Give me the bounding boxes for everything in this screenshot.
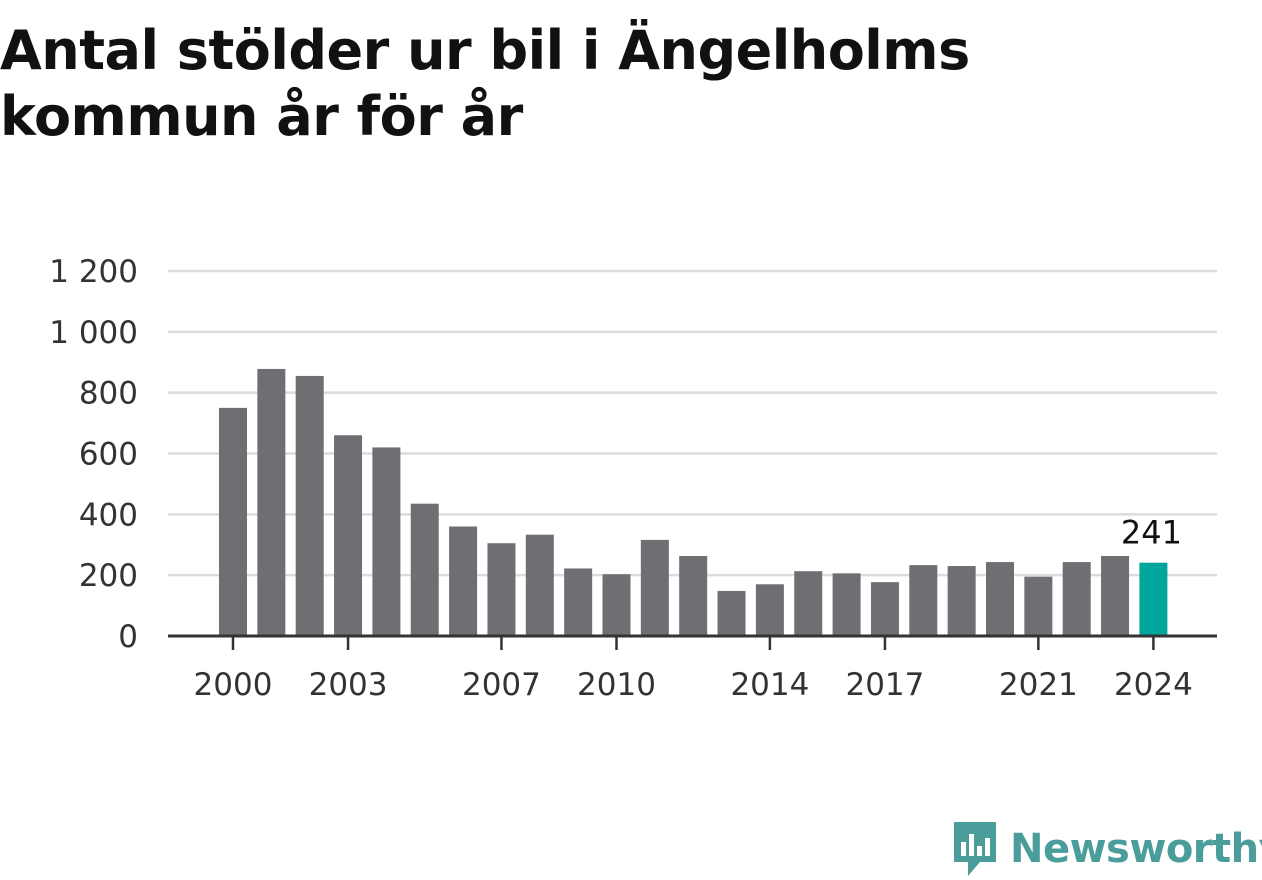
x-tick-label: 2024 bbox=[1114, 667, 1193, 703]
x-tick-label: 2010 bbox=[577, 667, 656, 703]
bar bbox=[334, 435, 363, 636]
bar bbox=[986, 562, 1014, 636]
x-tick-label: 2003 bbox=[309, 667, 388, 703]
y-tick-label: 200 bbox=[79, 558, 138, 594]
labels: 0 200 400 600 800 1 000 1 200 2000 2003 2007 2010 2… bbox=[49, 254, 1193, 703]
x-tick-label: 2017 bbox=[845, 667, 924, 703]
y-tick-label: 600 bbox=[79, 437, 138, 473]
bar bbox=[219, 407, 247, 636]
y-tick-label: 0 bbox=[118, 619, 138, 655]
bar bbox=[449, 526, 478, 636]
bar bbox=[755, 584, 784, 636]
x-tick-label: 2000 bbox=[194, 667, 273, 703]
bar bbox=[295, 375, 324, 636]
y-tick-label: 1 200 bbox=[49, 254, 138, 290]
bar bbox=[832, 573, 861, 636]
bar bbox=[640, 539, 669, 636]
bar bbox=[1101, 556, 1130, 636]
x-tick-label: 2014 bbox=[730, 667, 809, 703]
bar bbox=[372, 447, 401, 636]
bar bbox=[947, 566, 976, 636]
x-tick-label: 2021 bbox=[999, 667, 1078, 703]
x-tick-label: 2007 bbox=[462, 667, 541, 703]
bar bbox=[1062, 562, 1091, 636]
bar bbox=[794, 571, 823, 636]
gridlines bbox=[168, 269, 1217, 577]
brand-name: Newsworthy bbox=[1010, 826, 1262, 872]
data-label: 241 bbox=[1121, 514, 1182, 552]
bar bbox=[909, 565, 938, 636]
bar bbox=[564, 568, 593, 636]
y-tick-label: 1 000 bbox=[49, 315, 138, 351]
y-tick-label: 800 bbox=[79, 376, 138, 412]
bar bbox=[410, 503, 439, 636]
bar bbox=[870, 582, 899, 636]
bars bbox=[219, 368, 1168, 636]
bar bbox=[717, 590, 746, 636]
axes bbox=[168, 634, 1217, 650]
bar bbox=[679, 556, 708, 636]
chart-title: Antal stölder ur bil i Ängelholms kommun… bbox=[0, 19, 970, 148]
bar bbox=[1139, 562, 1168, 636]
bar bbox=[1024, 576, 1053, 636]
brand-logo: Newsworthy bbox=[950, 818, 1262, 880]
y-tick-label: 400 bbox=[79, 497, 138, 533]
bar bbox=[525, 534, 554, 636]
bar bbox=[602, 574, 631, 636]
bar bbox=[487, 543, 516, 636]
bar bbox=[257, 368, 286, 636]
bar-chart-speech-bubble-icon bbox=[954, 822, 996, 876]
